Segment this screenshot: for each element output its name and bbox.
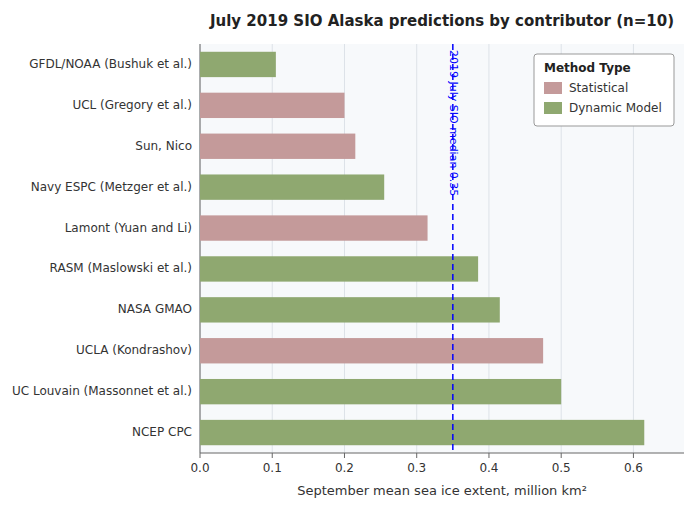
tick-label: 0.3	[407, 461, 426, 475]
bar	[200, 256, 478, 281]
bar	[200, 215, 428, 240]
category-label: UC Louvain (Massonnet et al.)	[12, 384, 192, 398]
legend-entry: Statistical	[569, 81, 628, 95]
y-axis: GFDL/NOAA (Bushuk et al.) UCL (Gregory et…	[12, 57, 192, 439]
category-label: UCLA (Kondrashov)	[76, 343, 192, 357]
tick	[561, 453, 562, 458]
legend-swatch	[544, 82, 562, 94]
bar	[200, 174, 384, 199]
x-axis: 0.0 0.1 0.2 0.3 0.4 0.5 0.6	[190, 44, 684, 475]
category-label: GFDL/NOAA (Bushuk et al.)	[29, 57, 192, 71]
legend-entry: Dynamic Model	[569, 101, 662, 115]
tick-label: 0.4	[479, 461, 498, 475]
bar	[200, 338, 543, 363]
bar	[200, 93, 344, 118]
median-label: 2019 July SIO median 0.35	[447, 50, 460, 196]
bar	[200, 420, 644, 445]
category-label: UCL (Gregory et al.)	[72, 98, 192, 112]
tick	[416, 453, 417, 458]
axis-line	[200, 453, 684, 454]
chart: 0.0 0.1 0.2 0.3 0.4 0.5 0.6 GFDL/NOAA (Bushuk e…	[0, 0, 700, 509]
tick-label: 0.2	[335, 461, 354, 475]
tick	[633, 453, 634, 458]
legend-swatch	[544, 102, 562, 114]
tick	[200, 453, 201, 458]
legend: Method Type Statistical Dynamic Model	[534, 54, 674, 126]
category-label: NASA GMAO	[118, 302, 192, 316]
bar	[200, 297, 500, 322]
legend-box	[534, 54, 674, 126]
plot-area	[200, 44, 684, 453]
category-label: RASM (Maslowski et al.)	[50, 261, 192, 275]
title: July 2019 SIO Alaska predictions by cont…	[209, 12, 674, 30]
tick-label: 0.1	[263, 461, 282, 475]
bar	[200, 52, 276, 77]
category-label: Navy ESPC (Metzger et al.)	[31, 180, 192, 194]
x-axis-label: September mean sea ice extent, million k…	[297, 483, 587, 498]
category-label: Sun, Nico	[135, 139, 192, 153]
bar	[200, 379, 561, 404]
category-label: Lamont (Yuan and Li)	[65, 221, 192, 235]
category-label: NCEP CPC	[132, 425, 192, 439]
legend-title: Method Type	[544, 61, 631, 75]
tick	[488, 453, 489, 458]
tick	[272, 453, 273, 458]
bar	[200, 134, 355, 159]
tick-label: 0.5	[552, 461, 571, 475]
tick	[344, 453, 345, 458]
tick-label: 0.6	[624, 461, 643, 475]
tick-label: 0.0	[190, 461, 209, 475]
